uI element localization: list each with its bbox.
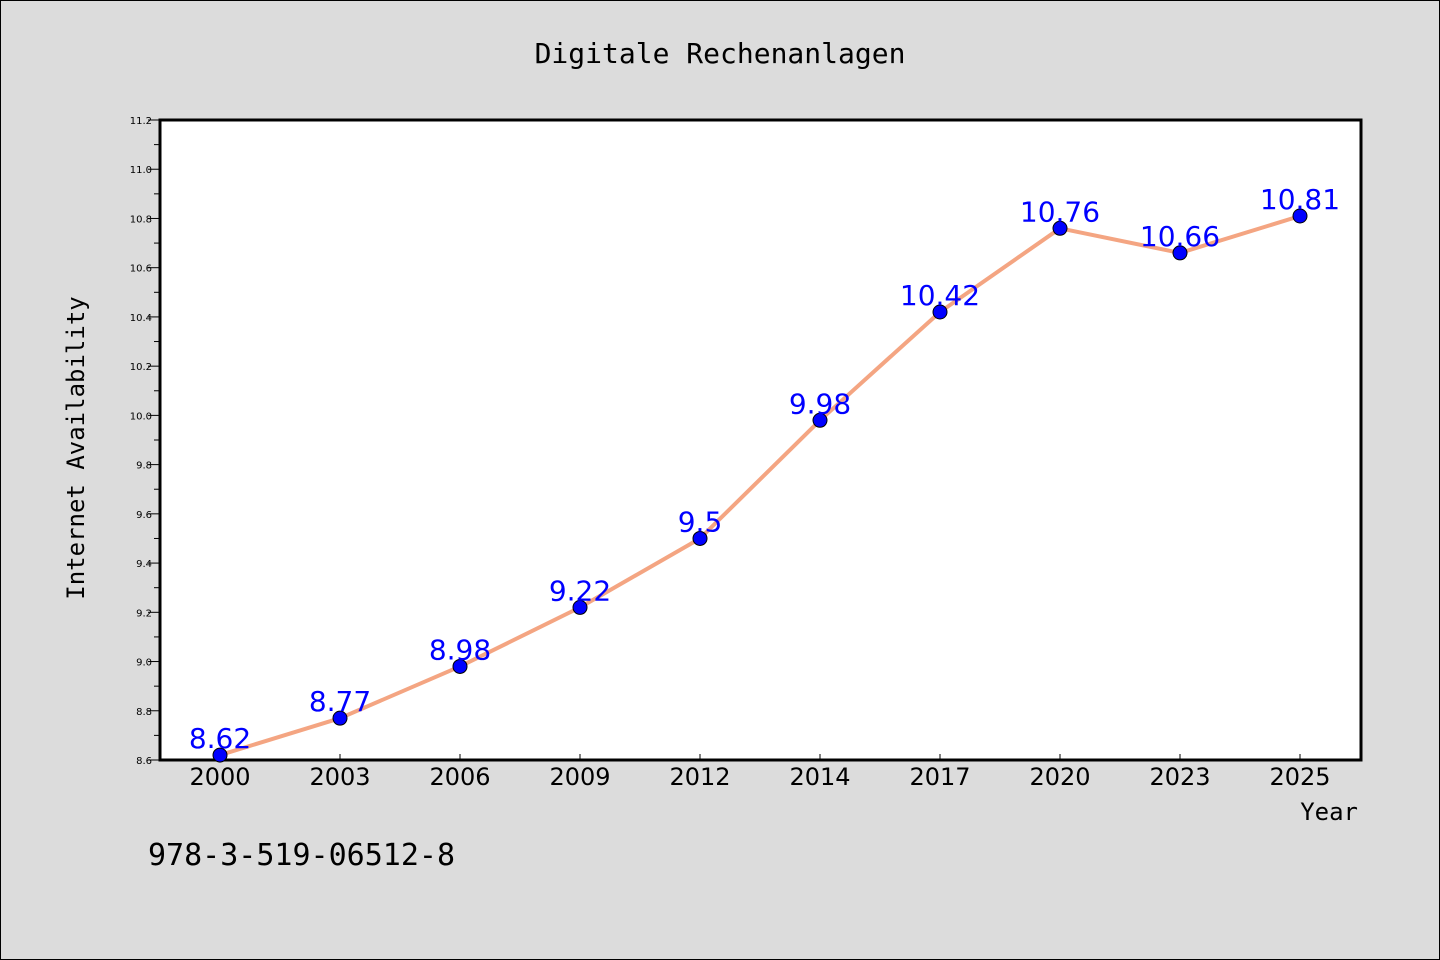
- data-label: 9.98: [789, 387, 851, 420]
- x-axis: 2000 2003 2006 2009 2012 2014 2017 2020 2023 2025: [189, 754, 1331, 791]
- x-tick-label: 2023: [1149, 763, 1210, 791]
- data-label: 8.62: [189, 722, 251, 755]
- y-tick-label: 11.2: [130, 116, 152, 127]
- data-label: 10.81: [1260, 183, 1340, 216]
- data-point: [1172, 245, 1188, 261]
- y-axis: 8.6 8.8 9.0 9.2 9.4 9.6 9.8 10.0 10.2 10.4 10.6 10.…: [130, 116, 160, 767]
- data-point: [212, 747, 228, 763]
- plot-area: [158, 118, 1363, 762]
- x-axis-label: Year: [1300, 798, 1358, 826]
- y-tick-label: 10.2: [130, 362, 152, 373]
- x-tick-label: 2012: [669, 763, 730, 791]
- data-label: 10.76: [1020, 195, 1100, 228]
- series-layer: 8.62 8.77 8.98 9.22 9.5 9.98 10.42 10.76 10.66 10…: [189, 183, 1340, 763]
- x-tick-label: 2025: [1269, 763, 1330, 791]
- x-tick-label: 2000: [189, 763, 250, 791]
- y-tick-label: 9.4: [136, 559, 152, 570]
- y-axis-label: Internet Availability: [62, 296, 90, 599]
- data-point: [572, 599, 588, 615]
- x-tick-label: 2003: [309, 763, 370, 791]
- x-tick-label: 2020: [1029, 763, 1090, 791]
- x-tick-label: 2006: [429, 763, 490, 791]
- y-tick-label: 9.6: [136, 510, 152, 521]
- y-tick-label: 10.8: [130, 214, 152, 225]
- data-point: [1052, 220, 1068, 236]
- data-label: 10.42: [900, 279, 980, 312]
- y-tick-label: 9.2: [136, 608, 152, 619]
- data-label: 8.98: [429, 633, 491, 666]
- data-label: 9.22: [549, 574, 611, 607]
- x-tick-label: 2017: [909, 763, 970, 791]
- y-tick-label: 10.4: [130, 313, 152, 324]
- y-tick-label: 11.0: [130, 165, 152, 176]
- data-label: 10.66: [1140, 220, 1220, 253]
- data-point: [692, 530, 708, 546]
- chart-title: Digitale Rechenanlagen: [535, 37, 906, 70]
- data-point: [1292, 208, 1308, 224]
- y-tick-label: 10.0: [130, 411, 152, 422]
- data-point: [452, 658, 468, 674]
- y-tick-label: 9.8: [136, 461, 152, 472]
- data-point: [932, 304, 948, 320]
- y-tick-label: 9.0: [136, 658, 152, 669]
- data-point: [812, 412, 828, 428]
- isbn-annotation: 978-3-519-06512-8: [148, 838, 455, 873]
- data-label: 9.5: [678, 505, 723, 538]
- x-tick-label: 2009: [549, 763, 610, 791]
- data-point: [332, 710, 348, 726]
- y-tick-label: 8.8: [136, 707, 152, 718]
- y-tick-label: 10.6: [130, 264, 152, 275]
- data-label: 8.77: [309, 685, 371, 718]
- y-tick-label: 8.6: [136, 756, 152, 767]
- series-line: [218, 214, 1302, 758]
- x-tick-label: 2014: [789, 763, 850, 791]
